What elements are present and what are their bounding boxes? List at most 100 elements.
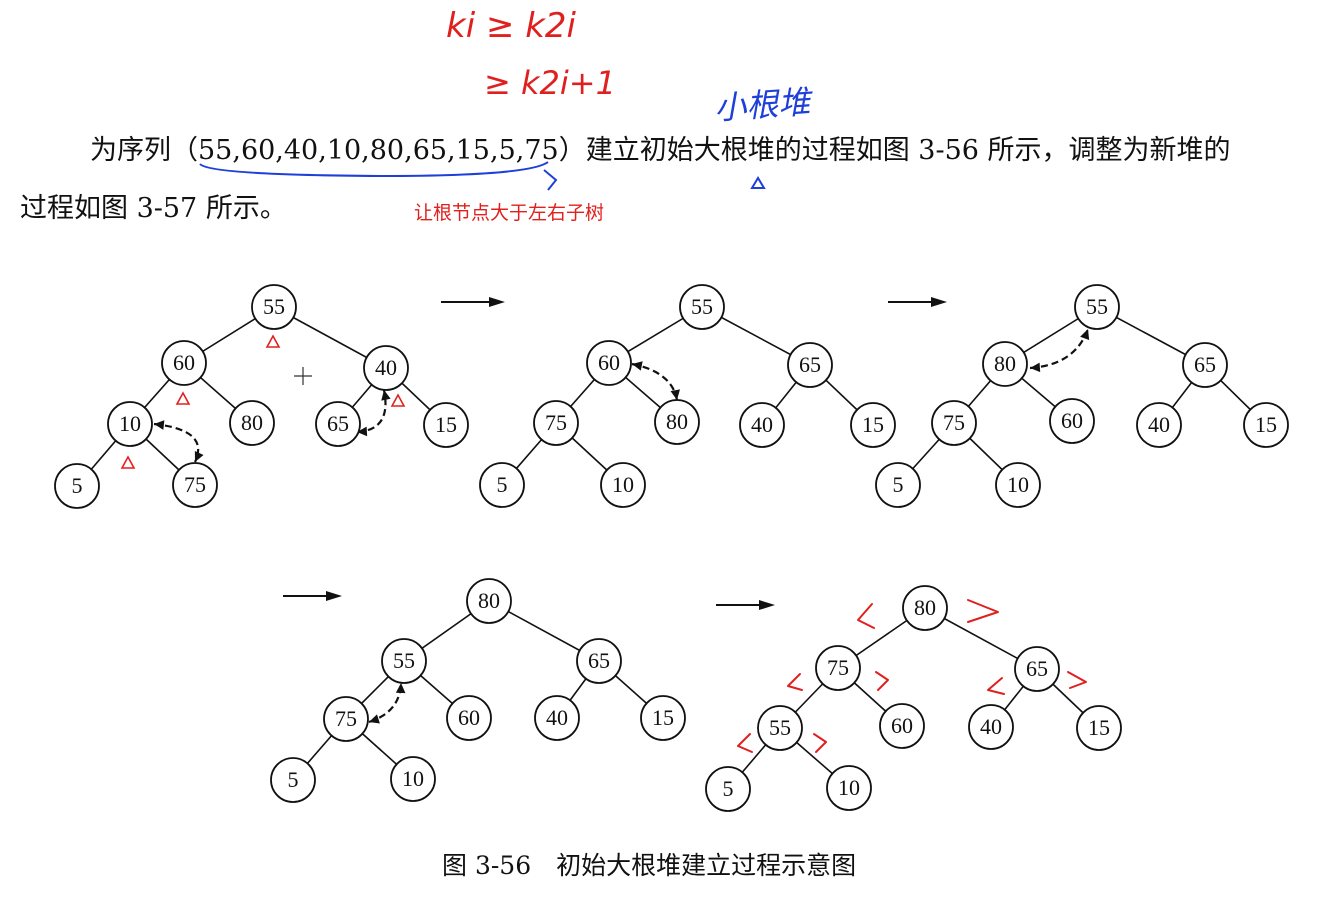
heap-node: 75 — [931, 400, 977, 446]
node-value: 75 — [943, 410, 965, 435]
heap-node: 40 — [739, 402, 785, 448]
node-value: 75 — [184, 472, 206, 497]
node-circle — [600, 462, 646, 508]
swap-arrowhead — [194, 451, 204, 462]
node-circle — [995, 462, 1041, 508]
node-value: 15 — [1088, 715, 1110, 740]
red-triangle-mark — [120, 455, 136, 469]
node-circle — [1049, 398, 1095, 444]
node-value: 5 — [893, 472, 904, 497]
handwritten-inequality-1: ki ≥ k2i — [446, 6, 577, 46]
swap-arrows — [153, 328, 1090, 724]
heap-node: 55 — [251, 284, 297, 330]
node-circle — [107, 401, 153, 447]
node-value: 5 — [723, 776, 734, 801]
node-circle — [875, 462, 921, 508]
node-value: 55 — [393, 648, 415, 673]
node-circle — [1014, 646, 1060, 692]
node-circle — [161, 340, 207, 386]
swap-arrowhead — [154, 420, 165, 430]
paragraph-line-2: 过程如图 3-57 所示。 — [20, 193, 287, 224]
node-circle — [576, 638, 622, 684]
heap-node: 65 — [315, 401, 361, 447]
node-value: 40 — [1148, 412, 1170, 437]
handwritten-inequality-2: ≥ k2i+1 — [484, 64, 616, 102]
heap-node: 55 — [381, 638, 427, 684]
blue-triangle-mark — [750, 176, 766, 189]
node-circle — [739, 402, 785, 448]
heap-node: 15 — [640, 695, 686, 741]
swap-arrowhead — [1080, 329, 1090, 340]
node-value: 15 — [1255, 412, 1277, 437]
node-value: 80 — [241, 410, 263, 435]
heap-node: 40 — [363, 345, 409, 391]
node-value: 40 — [546, 705, 568, 730]
heap-node: 15 — [850, 402, 896, 448]
red-comparison-mark — [787, 673, 803, 691]
node-circle — [229, 400, 275, 446]
node-circle — [902, 585, 948, 631]
node-circle — [1076, 705, 1122, 751]
step-arrowhead — [931, 297, 947, 307]
node-value: 65 — [1194, 352, 1216, 377]
node-circle — [1136, 402, 1182, 448]
blue-underline — [199, 161, 549, 178]
node-value: 80 — [914, 595, 936, 620]
node-value: 80 — [666, 409, 688, 434]
node-value: 60 — [173, 350, 195, 375]
heap-node: 60 — [586, 340, 632, 386]
node-value: 15 — [435, 412, 457, 437]
node-circle — [757, 705, 803, 751]
node-circle — [323, 696, 369, 742]
node-circle — [54, 463, 100, 509]
node-circle — [534, 695, 580, 741]
heap-node: 40 — [1136, 402, 1182, 448]
node-circle — [705, 766, 751, 812]
node-value: 80 — [478, 588, 500, 613]
node-value: 60 — [1061, 408, 1083, 433]
heap-node: 10 — [390, 756, 436, 802]
node-circle — [251, 284, 297, 330]
node-circle — [315, 401, 361, 447]
heap-node: 10 — [600, 462, 646, 508]
node-circle — [479, 462, 525, 508]
heap-node: 5 — [479, 462, 525, 508]
step-arrowhead — [326, 591, 342, 601]
heap-node: 40 — [534, 695, 580, 741]
heap-node: 80 — [229, 400, 275, 446]
node-circle — [879, 703, 925, 749]
node-value: 75 — [827, 655, 849, 680]
node-value: 55 — [769, 715, 791, 740]
heap-node: 60 — [446, 695, 492, 741]
node-circle — [654, 399, 700, 445]
red-triangle-mark — [265, 334, 281, 348]
blue-underline-tail — [543, 169, 558, 191]
node-circle — [270, 757, 316, 803]
heap-node: 75 — [815, 645, 861, 691]
red-comparison-mark — [857, 603, 875, 629]
node-circle — [850, 402, 896, 448]
heap-node: 65 — [787, 342, 833, 388]
heap-node: 65 — [1014, 646, 1060, 692]
heap-node: 15 — [1243, 402, 1289, 448]
node-circle — [466, 578, 512, 624]
step-arrows — [283, 297, 947, 610]
heap-node: 55 — [757, 705, 803, 751]
node-circle — [446, 695, 492, 741]
red-triangle-mark — [175, 391, 191, 405]
heap-node: 10 — [107, 401, 153, 447]
heap-node: 60 — [879, 703, 925, 749]
heap-node: 60 — [1049, 398, 1095, 444]
node-value: 55 — [263, 294, 285, 319]
node-circle — [586, 340, 632, 386]
node-circle — [640, 695, 686, 741]
node-value: 60 — [891, 713, 913, 738]
heap-node: 80 — [902, 585, 948, 631]
node-value: 65 — [588, 648, 610, 673]
node-circle — [1182, 342, 1228, 388]
node-circle — [968, 704, 1014, 750]
node-circle — [533, 400, 579, 446]
node-value: 10 — [612, 472, 634, 497]
